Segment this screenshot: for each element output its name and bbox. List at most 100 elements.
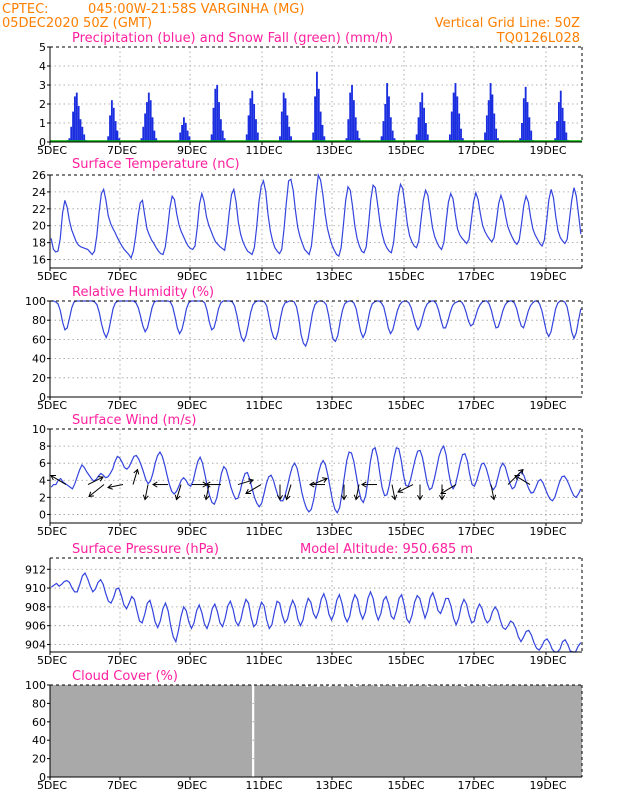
precip-bar <box>312 132 315 142</box>
wind-arrow-head <box>133 468 140 475</box>
precip-bar <box>140 138 143 142</box>
precip-bar <box>75 92 78 142</box>
panel-title-wind: Surface Wind (m/s) <box>72 413 196 428</box>
wind-arrow <box>87 476 104 485</box>
y-tick-label: 18 <box>32 237 46 250</box>
x-tick-label: 17DEC <box>457 270 494 283</box>
wind-arrow <box>245 484 262 494</box>
wind-arrow-head <box>284 494 291 501</box>
y-tick-label: 60 <box>32 716 46 729</box>
precip-bar <box>417 117 420 142</box>
panel-title-pressure: Surface Pressure (hPa) <box>72 542 219 557</box>
precip-bar <box>107 136 110 142</box>
wind-arrow <box>88 484 105 497</box>
x-tick-label: 9DEC <box>177 654 207 667</box>
y-tick-label: 912 <box>25 563 46 576</box>
y-tick-label: 908 <box>25 601 46 614</box>
y-tick-label: 0 <box>39 508 46 521</box>
precip-bar <box>317 88 320 142</box>
precip-bar <box>559 90 562 142</box>
wind-arrow-head <box>205 481 211 488</box>
precip-bar <box>181 124 183 142</box>
precip-bar <box>147 92 150 142</box>
precip-bar <box>280 111 283 142</box>
precip-bar <box>456 96 459 142</box>
wind-arrow <box>132 469 138 485</box>
y-tick-label: 5 <box>39 41 46 54</box>
panel-title-temperature: Surface Temperature (nC) <box>72 157 240 172</box>
x-tick-label: 19DEC <box>529 144 566 157</box>
x-tick-label: 7DEC <box>107 270 137 283</box>
wind-arrow-head <box>245 488 252 495</box>
precip-bar <box>109 115 111 142</box>
precip-bar <box>524 86 527 142</box>
wind-arrow <box>176 484 182 500</box>
model-altitude-label: Model Altitude: 950.685 m <box>300 542 473 557</box>
precip-bar <box>423 107 425 142</box>
x-tick-label: 17DEC <box>457 144 494 157</box>
x-tick-label: 13DEC <box>315 525 352 538</box>
precip-bar <box>81 126 84 142</box>
y-tick-label: 906 <box>25 620 46 633</box>
x-tick-label: 15DEC <box>387 525 424 538</box>
precip-bar <box>251 90 254 142</box>
precip-bar <box>112 107 115 142</box>
wind-arrow-head <box>514 475 521 481</box>
y-tick-label: 10 <box>32 423 46 436</box>
precip-bar <box>245 134 248 142</box>
x-tick-label: 5DEC <box>37 270 67 283</box>
precip-bar <box>149 100 152 142</box>
x-tick-label: 5DEC <box>37 399 67 412</box>
x-tick-label: 17DEC <box>457 779 494 792</box>
precip-bar <box>351 85 353 142</box>
y-tick-label: 2 <box>39 491 46 504</box>
precip-bar <box>142 126 145 142</box>
precip-bar <box>221 130 224 142</box>
wind-arrow-head <box>490 494 497 501</box>
wind-arrow <box>490 484 495 500</box>
precip-bar <box>386 83 389 142</box>
pres-line <box>50 571 582 653</box>
precip-bar <box>561 107 564 142</box>
precip-bar <box>497 138 499 142</box>
precip-bar <box>460 128 462 142</box>
precip-bar <box>528 117 531 142</box>
y-tick-label: 20 <box>32 220 46 233</box>
y-tick-label: 24 <box>32 186 46 199</box>
precip-bar <box>487 100 490 142</box>
y-tick-label: 6 <box>39 457 46 470</box>
precip-bar <box>314 96 316 142</box>
x-tick-label: 5DEC <box>37 144 67 157</box>
precip-bar <box>144 113 147 142</box>
precip-bar <box>151 117 154 142</box>
precip-bar <box>118 138 121 142</box>
precip-bar <box>110 100 113 142</box>
wind-arrow-head <box>309 481 315 488</box>
x-tick-label: 13DEC <box>315 779 352 792</box>
precip-bar <box>186 130 189 142</box>
panel-temp: 16 18 20 22 24 26 5DEC 7DEC 9DEC 11DEC 13DEC 15DEC 1… <box>32 169 583 283</box>
precip-bar <box>424 123 427 142</box>
x-tick-label: 5DEC <box>37 525 67 538</box>
precip-bar <box>256 132 259 142</box>
y-tick-label: 8 <box>39 440 46 453</box>
precip-bar <box>356 130 359 142</box>
precip-bar <box>388 96 390 142</box>
y-tick-label: 80 <box>32 314 46 327</box>
precip-bar <box>212 107 215 142</box>
precip-bar <box>489 83 492 142</box>
wind-arrow-head <box>361 481 367 488</box>
precip-bar <box>116 130 119 142</box>
precip-bar <box>218 102 220 142</box>
precip-bar <box>247 115 250 142</box>
y-tick-label: 26 <box>32 169 46 182</box>
wind-arrow-head <box>152 481 158 488</box>
precip-bar <box>290 136 292 142</box>
precip-bar <box>458 113 461 142</box>
x-tick-label: 19DEC <box>529 270 566 283</box>
precip-bar <box>391 130 394 142</box>
precip-bar <box>114 121 117 142</box>
y-tick-label: 910 <box>25 582 46 595</box>
x-tick-label: 13DEC <box>315 654 352 667</box>
panel-wind: 0 2 4 6 8 10 5DEC 7DEC 9DEC 11DEC 13DEC 15DEC 17DEC 1… <box>32 423 583 538</box>
